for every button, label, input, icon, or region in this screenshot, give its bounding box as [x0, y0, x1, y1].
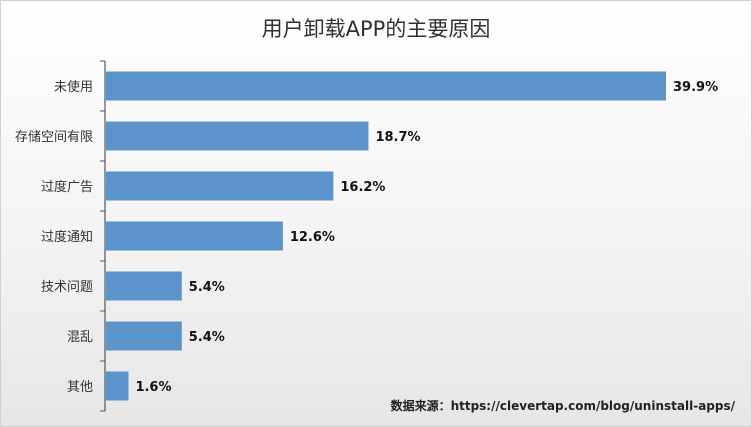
category-label: 其他: [67, 380, 93, 395]
category-label: 过度通知: [41, 229, 93, 245]
value-label: 12.6%: [290, 230, 335, 245]
value-label: 18.7%: [375, 130, 420, 145]
category-label: 技术问题: [41, 280, 93, 295]
category-label: 混乱: [67, 330, 93, 345]
bar: [106, 321, 182, 351]
source-note: 数据来源：https://clevertap.com/blog/uninstal…: [390, 399, 735, 413]
category-label: 未使用: [54, 79, 93, 95]
value-label: 39.9%: [673, 80, 718, 95]
category-label: 过度广告: [41, 179, 93, 195]
chart-title: 用户卸载APP的主要原因: [261, 17, 491, 41]
bar: [106, 121, 369, 151]
category-label: 存储空间有限: [15, 130, 93, 145]
bar: [106, 171, 334, 201]
bar: [106, 221, 283, 251]
bar: [106, 271, 182, 301]
bar: [106, 371, 129, 401]
value-label: 5.4%: [189, 280, 225, 295]
bar: [106, 71, 666, 101]
value-label: 5.4%: [189, 330, 225, 345]
value-label: 16.2%: [340, 180, 385, 195]
value-label: 1.6%: [135, 380, 171, 395]
